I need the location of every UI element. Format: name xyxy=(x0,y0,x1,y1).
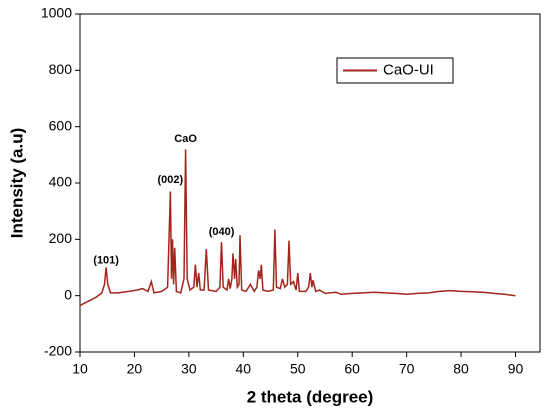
annotation: (101) xyxy=(93,254,119,266)
x-tick-label: 50 xyxy=(290,361,306,377)
x-tick-label: 60 xyxy=(344,361,360,377)
x-tick-label: 70 xyxy=(399,361,415,377)
y-tick-label: 600 xyxy=(49,117,73,133)
x-axis-label: 2 theta (degree) xyxy=(247,387,374,406)
annotation: (002) xyxy=(158,174,184,186)
y-tick-label: 800 xyxy=(49,61,73,77)
x-tick-label: 90 xyxy=(508,361,524,377)
data-line xyxy=(79,149,516,307)
y-tick-label: 0 xyxy=(64,286,72,302)
y-tick-label: 400 xyxy=(49,174,73,190)
x-tick-label: 40 xyxy=(236,361,252,377)
annotation: (040) xyxy=(209,226,235,238)
y-axis-label: Intensity (a.u) xyxy=(7,128,26,239)
x-tick-label: 80 xyxy=(453,361,469,377)
x-tick-label: 10 xyxy=(72,361,88,377)
x-tick-label: 20 xyxy=(127,361,143,377)
annotation: CaO xyxy=(174,133,197,145)
y-tick-label: 1000 xyxy=(41,5,72,21)
y-tick-label: -200 xyxy=(44,343,72,359)
y-tick-label: 200 xyxy=(49,230,73,246)
plot-frame xyxy=(79,13,541,353)
legend-label: CaO-UI xyxy=(383,61,434,78)
x-tick-label: 30 xyxy=(181,361,197,377)
